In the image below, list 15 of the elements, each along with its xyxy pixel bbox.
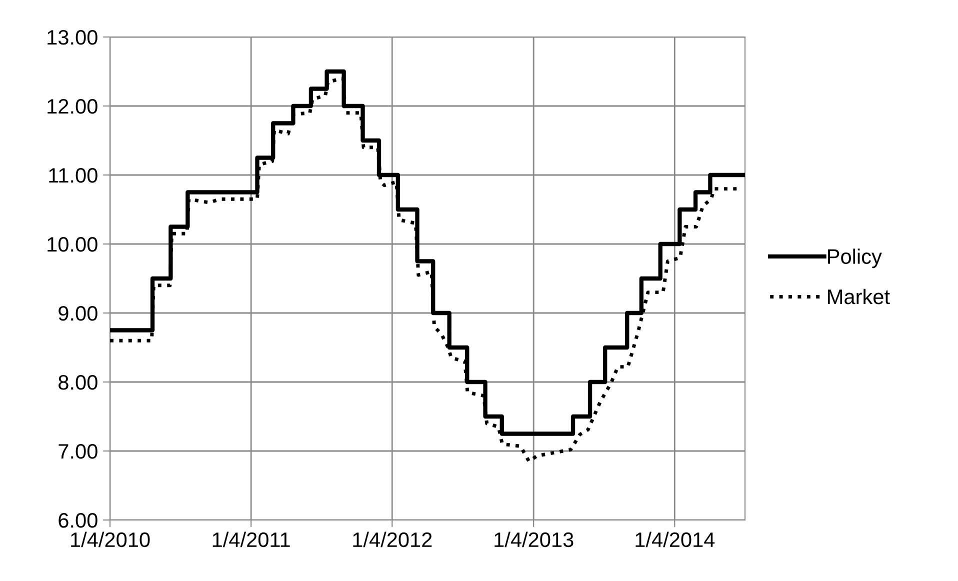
y-tick-label: 13.00 — [48, 30, 98, 45]
legend-label: Market — [828, 288, 890, 304]
y-tick-label: 9.00 — [58, 306, 98, 321]
x-tick-label: 1/4/2013 — [494, 532, 574, 548]
y-tick-label: 6.00 — [58, 513, 98, 528]
legend-label: Policy — [828, 248, 882, 268]
x-tick-label: 1/4/2010 — [71, 532, 150, 548]
y-tick-label: 12.00 — [48, 99, 98, 114]
y-tick-label: 7.00 — [58, 444, 98, 459]
y-tick-label: 11.00 — [49, 168, 98, 183]
x-tick-label: 1/4/2012 — [353, 532, 432, 548]
x-tick-label: 1/4/2011 — [212, 532, 290, 548]
y-tick-label: 8.00 — [58, 375, 98, 390]
x-tick-label: 1/4/2014 — [636, 532, 715, 548]
y-tick-label: 10.00 — [48, 237, 98, 252]
